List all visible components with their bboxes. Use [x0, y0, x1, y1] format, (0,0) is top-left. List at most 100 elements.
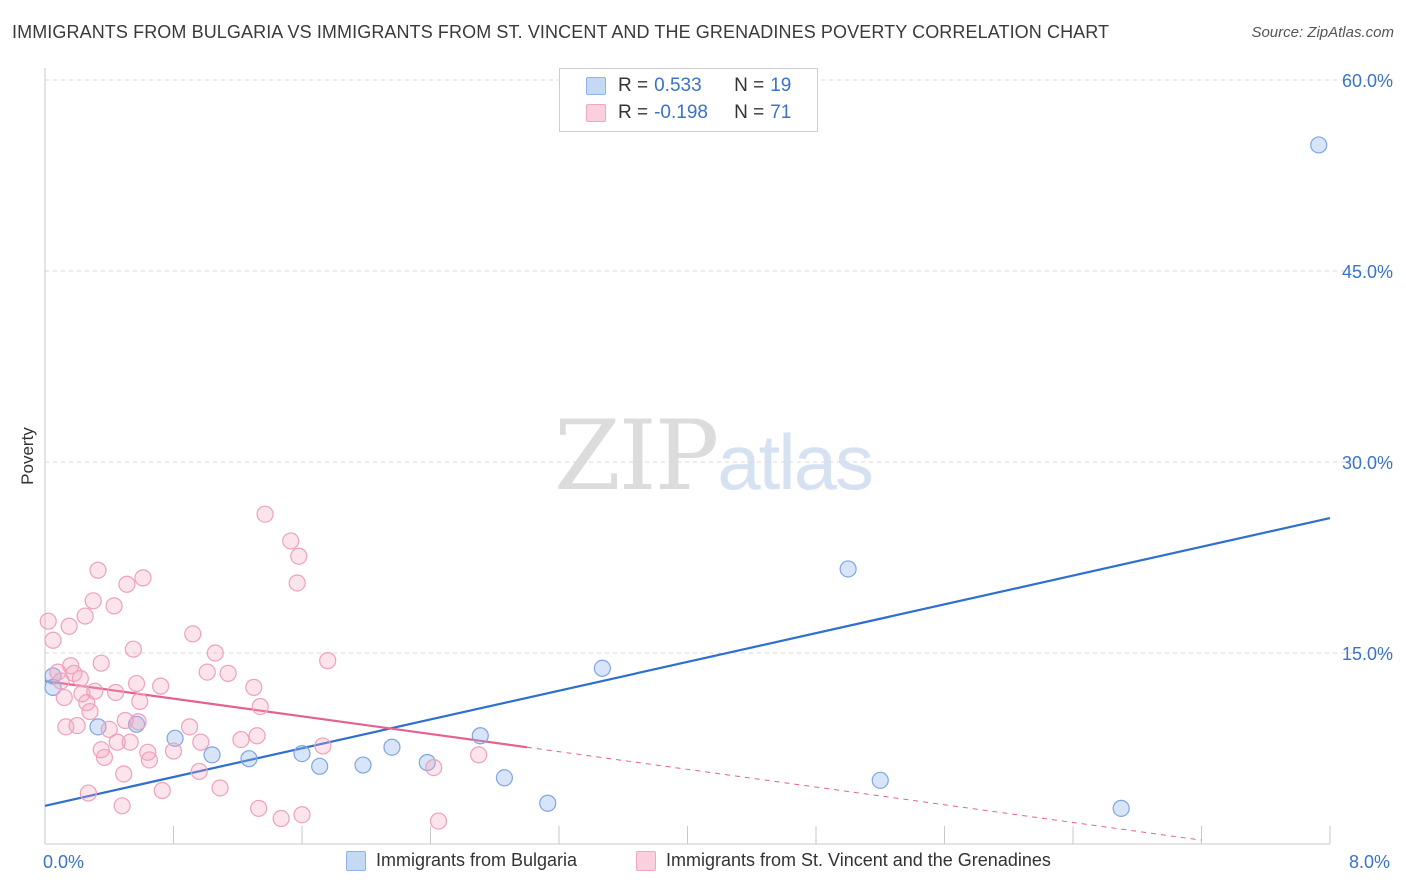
point-stvincent [113, 797, 131, 815]
point-stvincent [73, 685, 91, 703]
legend-row-stvincent: R = -0.198 N = 71 [586, 101, 791, 125]
point-stvincent [95, 748, 114, 767]
correlation-legend: R = 0.533 N = 19 R = -0.198 N = 71 [559, 68, 818, 132]
point-stvincent [288, 574, 306, 592]
grid-lines [45, 79, 1395, 654]
point-stvincent [282, 532, 300, 550]
y-tick-label: 60.0% [1342, 71, 1393, 91]
point-stvincent [314, 737, 332, 755]
y-tick-labels: 15.0% 30.0% 45.0% 60.0% [1342, 71, 1393, 664]
point-stvincent [180, 718, 199, 736]
point-stvincent [290, 547, 308, 565]
point-stvincent [52, 672, 70, 690]
point-bulgaria [1310, 136, 1328, 154]
trend-line-bulgaria [44, 516, 1331, 807]
point-stvincent [164, 742, 183, 760]
point-bulgaria [293, 744, 311, 763]
point-bulgaria [383, 738, 401, 756]
point-bulgaria [203, 746, 221, 764]
point-stvincent [76, 607, 94, 625]
x-tick-label-min: 0.0% [43, 852, 85, 872]
point-bulgaria [1112, 799, 1130, 817]
point-stvincent [116, 711, 134, 730]
point-stvincent [68, 716, 86, 735]
point-stvincent [79, 784, 97, 802]
point-bulgaria [471, 727, 489, 745]
point-stvincent [293, 806, 311, 824]
point-stvincent [115, 765, 133, 783]
legend-r-label: R = [618, 75, 649, 96]
legend-swatch-stvincent [586, 104, 606, 122]
point-stvincent [39, 612, 57, 630]
source-label: Source: ZipAtlas.com [1251, 24, 1394, 41]
watermark-zip: ZIP [554, 400, 719, 512]
point-bulgaria [871, 771, 889, 789]
legend-r-value-bulgaria: 0.533 [654, 75, 702, 96]
point-stvincent [86, 682, 104, 700]
point-bulgaria [593, 659, 611, 677]
point-stvincent [319, 652, 337, 670]
point-stvincent [470, 746, 488, 764]
point-bulgaria [166, 729, 184, 747]
point-stvincent [124, 640, 142, 658]
point-stvincent [121, 733, 139, 751]
axes [44, 68, 1331, 845]
bottom-legend-swatch-stvincent [636, 850, 656, 871]
point-stvincent [153, 781, 171, 800]
point-stvincent [127, 674, 146, 693]
point-bulgaria [839, 560, 857, 578]
point-stvincent [108, 733, 126, 751]
point-stvincent [134, 569, 152, 587]
point-bulgaria [311, 757, 329, 775]
y-tick-label: 15.0% [1342, 644, 1393, 664]
legend-n-value-stvincent: 71 [770, 102, 792, 123]
trend-lines [44, 516, 1331, 841]
legend-swatch-bulgaria [586, 77, 606, 95]
point-stvincent [140, 751, 159, 769]
point-stvincent [105, 597, 123, 615]
bottom-legend-label-stvincent: Immigrants from St. Vincent and the Gren… [666, 850, 1051, 870]
legend-n-label: N = [734, 102, 765, 123]
point-stvincent [190, 762, 208, 781]
point-stvincent [256, 505, 274, 523]
legend-r-value-stvincent: -0.198 [654, 102, 708, 123]
point-stvincent [192, 733, 210, 751]
point-stvincent [55, 688, 73, 707]
legend-n-value-bulgaria: 19 [770, 75, 792, 96]
point-stvincent [429, 812, 448, 830]
point-stvincent [272, 809, 290, 828]
point-bulgaria [240, 750, 258, 768]
point-stvincent [245, 678, 263, 696]
point-stvincent [84, 592, 102, 610]
legend-r-label: R = [618, 102, 649, 123]
bottom-legend-stvincent: Immigrants from St. Vincent and the Gren… [636, 850, 1051, 871]
y-tick-label: 30.0% [1342, 453, 1393, 473]
legend-row-bulgaria: R = 0.533 N = 19 [586, 74, 791, 98]
trend-line-stvincent [44, 679, 528, 749]
point-stvincent [251, 697, 269, 716]
chart-title: IMMIGRANTS FROM BULGARIA VS IMMIGRANTS F… [12, 22, 1110, 42]
point-stvincent [250, 799, 268, 817]
legend-n-label: N = [734, 75, 765, 96]
point-stvincent [100, 720, 118, 739]
point-stvincent [44, 631, 62, 649]
point-stvincent [219, 664, 237, 682]
point-stvincent [206, 644, 224, 662]
bottom-legend-bulgaria: Immigrants from Bulgaria [346, 850, 577, 871]
point-bulgaria [495, 769, 513, 787]
x-tick-label-max: 8.0% [1349, 852, 1391, 872]
point-bulgaria [539, 794, 557, 812]
point-stvincent [89, 561, 107, 579]
point-stvincent [107, 683, 125, 702]
y-tick-label: 45.0% [1342, 262, 1393, 282]
bottom-legend-swatch-bulgaria [346, 850, 366, 871]
point-stvincent [129, 713, 147, 731]
point-stvincent [131, 692, 149, 710]
point-stvincent [425, 758, 443, 777]
point-stvincent [71, 669, 89, 688]
point-bulgaria [354, 756, 372, 774]
data-points [39, 136, 1328, 830]
point-stvincent [248, 727, 266, 745]
point-stvincent [118, 575, 136, 593]
